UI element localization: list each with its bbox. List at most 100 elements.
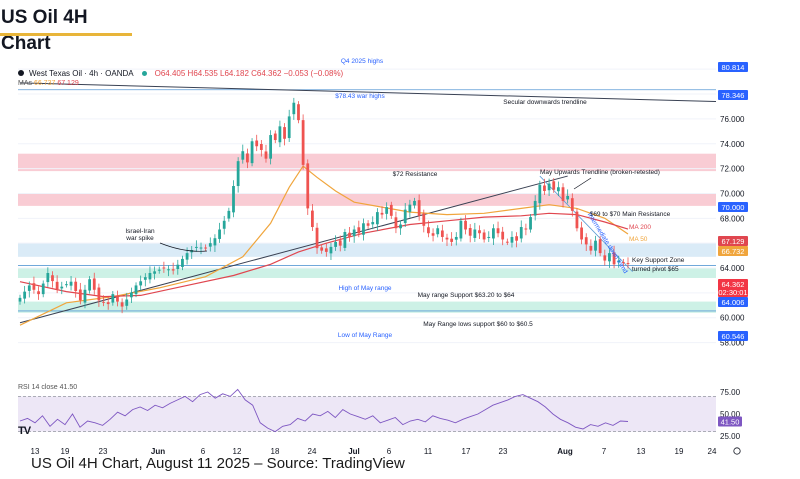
candle-body[interactable] [292,102,296,115]
candle-body[interactable] [283,127,286,139]
candle-body[interactable] [241,151,245,160]
candle-body[interactable] [18,297,22,302]
candle-body[interactable] [403,209,407,224]
candle-body[interactable] [375,212,379,225]
candle-body[interactable] [199,247,203,249]
candle-body[interactable] [204,247,208,249]
candle-body[interactable] [218,229,221,239]
candle-body[interactable] [366,223,370,226]
candle-body[interactable] [32,283,36,290]
candle-body[interactable] [598,239,602,254]
candle-body[interactable] [74,281,78,292]
candle-body[interactable] [46,273,50,283]
candle-body[interactable] [27,285,31,291]
candle-body[interactable] [487,236,491,238]
candle-body[interactable] [464,220,467,230]
candle-body[interactable] [148,273,152,280]
candle-body[interactable] [556,187,560,192]
candle-body[interactable] [515,236,519,241]
candle-body[interactable] [111,294,115,303]
candle-body[interactable] [106,302,110,305]
candle-body[interactable] [468,228,472,236]
candle-body[interactable] [417,200,421,216]
candle-body[interactable] [37,291,40,295]
candle-body[interactable] [311,210,314,228]
candle-body[interactable] [320,247,324,251]
candle-body[interactable] [385,207,389,214]
candle-body[interactable] [389,204,393,216]
candle-body[interactable] [543,185,546,191]
candle-body[interactable] [181,258,184,267]
candle-body[interactable] [213,238,217,246]
candle-body[interactable] [51,275,54,282]
candle-body[interactable] [348,232,351,237]
candle-body[interactable] [324,248,328,252]
candle-body[interactable] [167,269,170,271]
candle-body[interactable] [153,271,156,274]
candle-body[interactable] [589,245,593,251]
candle-body[interactable] [450,238,454,242]
candle-body[interactable] [65,284,68,286]
candle-body[interactable] [116,296,119,302]
candle-body[interactable] [264,151,268,159]
candle-body[interactable] [566,195,570,200]
candle-body[interactable] [329,246,333,254]
candle-body[interactable] [570,198,574,211]
symbol-name[interactable]: West Texas Oil · 4h · OANDA [29,68,134,78]
candle-body[interactable] [246,153,249,163]
candle-body[interactable] [352,229,356,237]
candle-body[interactable] [399,224,402,229]
candle-body[interactable] [129,292,133,298]
trendline-1[interactable] [19,175,568,324]
candle-body[interactable] [496,228,500,234]
candle-body[interactable] [445,237,449,240]
candle-body[interactable] [575,211,579,229]
candle-body[interactable] [69,281,73,286]
candle-body[interactable] [510,236,514,243]
candle-body[interactable] [232,186,235,213]
symbol-legend[interactable]: West Texas Oil · 4h · OANDA O64.405 H64.… [18,66,343,80]
candle-body[interactable] [176,264,180,270]
candle-body[interactable] [185,253,189,260]
rsi-line[interactable] [19,388,629,433]
candle-body[interactable] [552,181,556,190]
candle-body[interactable] [120,302,124,307]
candle-body[interactable] [482,232,486,240]
candle-body[interactable] [454,236,458,240]
candle-body[interactable] [408,204,412,212]
candle-body[interactable] [83,289,87,303]
candle-body[interactable] [278,126,282,143]
candle-body[interactable] [459,220,463,239]
candle-body[interactable] [501,231,505,240]
candle-body[interactable] [301,120,305,165]
candle-body[interactable] [394,217,398,229]
candle-body[interactable] [547,183,551,191]
ma-legend[interactable]: MAs 66.737 67.129 [18,80,79,87]
candle-body[interactable] [306,163,310,209]
candle-body[interactable] [371,222,375,225]
candle-body[interactable] [125,299,129,306]
candle-body[interactable] [236,161,240,187]
candle-body[interactable] [380,212,384,215]
candle-body[interactable] [78,289,82,301]
candle-body[interactable] [362,223,365,235]
candle-body[interactable] [473,229,477,238]
trendline-0[interactable] [19,82,763,104]
price-chart[interactable]: $78.43 war highs Secular downwards trendl… [0,58,800,460]
candle-body[interactable] [269,135,273,159]
tradingview-logo[interactable]: TV [18,425,31,437]
candle-body[interactable] [41,283,45,295]
candle-body[interactable] [23,291,27,299]
candle-body[interactable] [334,241,337,247]
candle-body[interactable] [297,104,300,121]
candle-body[interactable] [134,285,138,294]
candle-body[interactable] [617,260,621,263]
candle-body[interactable] [608,253,611,262]
candle-body[interactable] [529,217,532,230]
candle-body[interactable] [92,278,96,290]
candle-body[interactable] [580,227,583,240]
candle-body[interactable] [519,227,523,239]
candle-body[interactable] [492,228,495,239]
candle-body[interactable] [561,187,565,201]
candle-body[interactable] [157,269,161,271]
